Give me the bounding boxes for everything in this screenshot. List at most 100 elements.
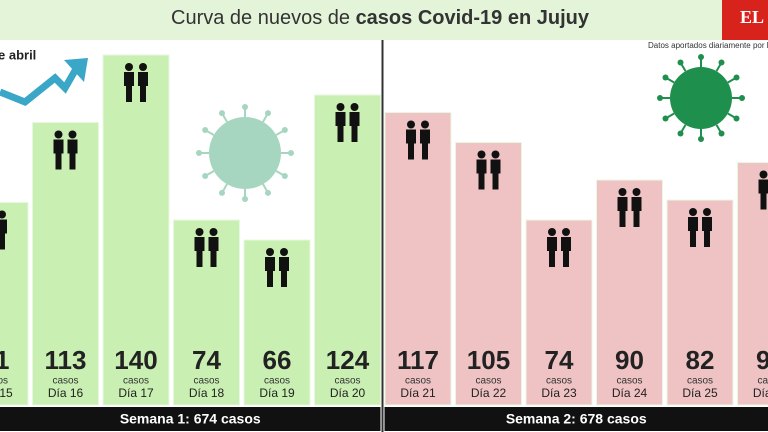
person-head: [759, 170, 768, 179]
person-head: [703, 208, 711, 216]
person-head: [548, 228, 556, 236]
person-head: [477, 150, 486, 159]
virus-knob: [733, 115, 740, 122]
person-head: [562, 228, 570, 236]
source: Datos aportados diariamente por la: [648, 41, 768, 50]
person-head: [689, 208, 697, 216]
value-label: 97: [756, 345, 768, 375]
virus-knob: [242, 196, 248, 202]
x-tick-label: Día 18: [189, 386, 225, 400]
virus-knob: [698, 54, 704, 60]
person-body: [349, 112, 360, 142]
person-body: [490, 159, 501, 190]
person-body: [547, 237, 557, 267]
x-tick-label: Día 21: [400, 386, 436, 400]
person-body: [194, 237, 205, 267]
value-label: 74: [545, 345, 574, 375]
person-body: [420, 129, 430, 160]
x-tick-label: Día 19: [259, 386, 295, 400]
trend-arrow: [0, 60, 84, 107]
unit-label: casos: [193, 376, 219, 387]
virus-knob: [677, 130, 684, 137]
bar: [314, 94, 381, 406]
unit-label: casos: [405, 376, 431, 387]
week-label: Semana 1: 674 casos: [120, 411, 261, 427]
person-body: [758, 179, 768, 210]
person-head: [209, 228, 218, 236]
bar: [666, 199, 734, 406]
person-body: [279, 257, 289, 287]
x-tick-label: Día 23: [541, 386, 577, 400]
unit-label: casos: [546, 376, 572, 387]
person-body: [617, 197, 628, 227]
person-body: [688, 217, 698, 247]
virus-knob: [265, 110, 271, 117]
value-label: 81: [0, 345, 9, 375]
bar: [243, 239, 311, 406]
virus-knob: [662, 74, 669, 81]
arrow-head: [64, 58, 88, 82]
value-label: 105: [467, 345, 510, 375]
x-tick-label: Día 22: [471, 386, 507, 400]
person-head: [125, 63, 133, 71]
bar: [525, 219, 593, 406]
person-head: [280, 248, 288, 256]
x-tick-label: Día 16: [48, 386, 84, 400]
person-head: [139, 63, 147, 71]
virus-knob: [718, 130, 725, 137]
unit-label: casos: [0, 376, 8, 387]
virus-knob: [242, 104, 248, 110]
person-body: [335, 112, 346, 142]
person-body: [67, 139, 78, 170]
virus-knob: [662, 115, 669, 122]
value-label: 90: [615, 345, 644, 375]
x-tick-label: Día 25: [682, 386, 718, 400]
virus-knob: [202, 127, 209, 133]
value-label: 113: [45, 345, 87, 375]
unit-label: casos: [757, 376, 768, 387]
person-body: [208, 237, 219, 267]
x-tick-label: Día 24: [612, 386, 648, 400]
virus-knob: [718, 59, 725, 66]
virus-knob: [196, 150, 202, 156]
unit-label: casos: [264, 376, 290, 387]
person-body: [53, 139, 64, 170]
unit-label: casos: [334, 376, 360, 387]
person-head: [421, 120, 429, 129]
virus-knob: [733, 74, 740, 81]
bar: [32, 122, 99, 406]
x-tick-label: Día 26: [753, 386, 768, 400]
title-banner: [0, 0, 768, 40]
bar: [596, 179, 663, 406]
person-body: [476, 159, 487, 190]
value-label: 66: [263, 345, 292, 375]
unit-label: casos: [475, 376, 501, 387]
person-head: [618, 188, 627, 196]
person-head: [407, 120, 415, 129]
virus-knob: [219, 110, 225, 117]
person-head: [68, 130, 77, 139]
period-label: e abril: [0, 47, 36, 62]
person-head: [54, 130, 63, 139]
person-head: [336, 103, 345, 111]
bar: [737, 162, 768, 406]
person-head: [195, 228, 204, 236]
person-body: [406, 129, 416, 160]
virus-knob: [677, 59, 684, 66]
person-head: [632, 188, 641, 196]
unit-label: casos: [616, 376, 642, 387]
person-head: [266, 248, 274, 256]
virus-knob: [698, 136, 704, 142]
logo: EL: [740, 7, 764, 27]
chart-title: Curva de nuevos de casos Covid-19 en Juj…: [171, 7, 590, 29]
week-bar: [384, 407, 768, 431]
virus: [209, 117, 281, 189]
unit-label: casos: [123, 376, 149, 387]
value-label: 82: [686, 345, 715, 375]
bar: [102, 54, 170, 406]
person-body: [265, 257, 275, 287]
value-label: 74: [192, 345, 221, 375]
virus-knob: [281, 127, 288, 133]
bar: [455, 142, 522, 406]
